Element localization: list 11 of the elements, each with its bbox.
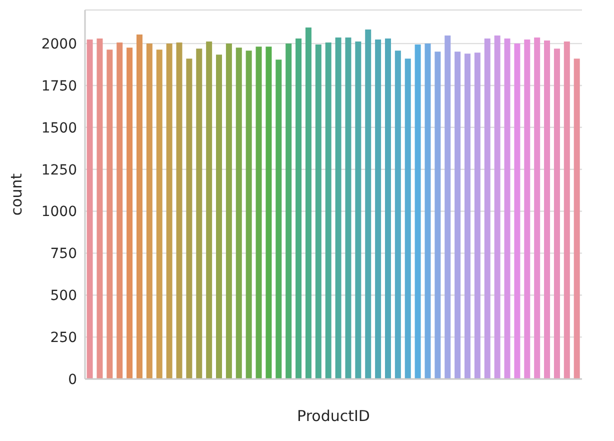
x-axis-title: ProductID [297, 407, 370, 425]
y-tick-label: 1000 [41, 204, 77, 220]
y-tick-label: 750 [50, 246, 77, 262]
y-tick-label: 500 [50, 288, 77, 304]
y-tick-label: 2000 [41, 36, 77, 53]
y-tick-label: 0 [68, 372, 77, 388]
y-tick-label: 1750 [41, 78, 77, 94]
y-axis-title: count [7, 173, 26, 216]
y-tick-label: 250 [50, 330, 77, 346]
y-tick-label: 1250 [41, 162, 77, 178]
y-tick-label: 1500 [41, 120, 77, 136]
